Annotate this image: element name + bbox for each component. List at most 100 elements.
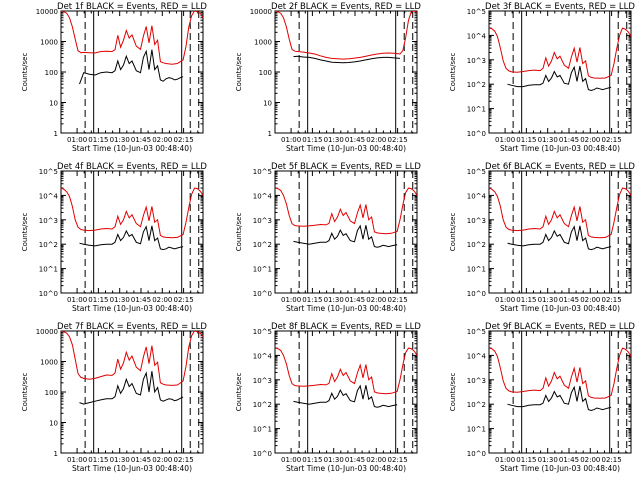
x-tick-label: 02:00 (366, 136, 386, 144)
lld-series-line (275, 347, 417, 395)
x-tick-label: 01:45 (131, 296, 151, 304)
x-tick-label: 02:15 (601, 456, 621, 464)
plot-frame (60, 170, 204, 294)
chart-title: Det 9f BLACK = Events, RED = LLD (485, 322, 635, 332)
detector-panel: Det 2f BLACK = Events, RED = LLD Counts/s… (235, 2, 421, 153)
x-tick-label: 01:45 (559, 296, 579, 304)
x-tick-label: 02:15 (601, 296, 621, 304)
y-tick-label: 10^5 (253, 168, 272, 176)
x-tick-label: 01:00 (495, 456, 515, 464)
y-tick-label: 10 (49, 420, 58, 428)
lld-series-line (275, 11, 417, 60)
x-tick-label: 01:00 (495, 136, 515, 144)
x-tick-label: 01:30 (110, 456, 130, 464)
y-tick-label: 100 (45, 69, 58, 77)
x-tick-label: 01:30 (324, 136, 344, 144)
x-tick-label: 01:30 (324, 296, 344, 304)
y-tick-label: 10^2 (467, 241, 486, 249)
y-tick-label: 1000 (40, 39, 58, 47)
x-tick-label: 02:15 (173, 296, 193, 304)
y-tick-label: 10^5 (467, 328, 486, 336)
y-tick-label: 1000 (40, 359, 58, 367)
detector-panel: Det 7f BLACK = Events, RED = LLD Counts/s… (21, 322, 207, 473)
x-tick-label: 01:00 (67, 136, 87, 144)
x-tick-label: 02:00 (580, 136, 600, 144)
x-tick-label: 02:15 (173, 136, 193, 144)
plot-frame (274, 330, 418, 454)
y-tick-label: 10^3 (467, 377, 486, 385)
x-tick-label: 02:15 (173, 456, 193, 464)
x-tick-label: 01:30 (538, 136, 558, 144)
y-tick-label: 10 (263, 100, 272, 108)
lld-series-line (61, 187, 203, 239)
y-axis-label: Counts/sec (235, 213, 243, 252)
x-axis-label: Start Time (10-Jun-03 00:48:40) (286, 464, 406, 473)
detector-panel: Det 3f BLACK = Events, RED = LLD Counts/s… (449, 2, 635, 153)
detector-panel: Det 8f BLACK = Events, RED = LLD Counts/s… (235, 322, 421, 473)
x-tick-label: 02:00 (152, 136, 172, 144)
y-axis-label: Counts/sec (235, 373, 243, 412)
x-tick-label: 02:15 (387, 456, 407, 464)
chart-title: Det 4f BLACK = Events, RED = LLD (57, 162, 207, 172)
y-tick-label: 10^0 (39, 290, 58, 298)
x-tick-label: 01:15 (88, 136, 108, 144)
chart-title: Det 3f BLACK = Events, RED = LLD (485, 2, 635, 12)
y-tick-label: 10^4 (253, 192, 273, 200)
plot-frame (274, 170, 418, 294)
y-tick-label: 10^3 (467, 57, 486, 65)
lld-series-line (61, 11, 203, 65)
x-tick-label: 01:30 (110, 136, 130, 144)
x-tick-label: 01:45 (131, 456, 151, 464)
y-axis-label: Counts/sec (21, 53, 29, 92)
y-tick-label: 10^3 (253, 217, 272, 225)
x-axis-label: Start Time (10-Jun-03 00:48:40) (72, 304, 192, 313)
x-tick-label: 01:15 (516, 136, 536, 144)
y-tick-label: 10 (49, 100, 58, 108)
y-tick-label: 10^4 (467, 352, 487, 360)
y-tick-label: 1 (54, 450, 58, 458)
y-tick-label: 1000 (254, 39, 272, 47)
y-tick-label: 10^1 (467, 106, 486, 114)
lld-series-line (61, 331, 203, 386)
x-tick-label: 01:30 (110, 296, 130, 304)
y-tick-label: 10^5 (39, 168, 58, 176)
detector-panel: Det 1f BLACK = Events, RED = LLD Counts/s… (21, 2, 207, 153)
x-tick-label: 02:15 (387, 136, 407, 144)
x-axis-label: Start Time (10-Jun-03 00:48:40) (286, 144, 406, 153)
chart-title: Det 8f BLACK = Events, RED = LLD (271, 322, 421, 332)
y-tick-label: 10^5 (467, 168, 486, 176)
events-series-line (79, 371, 184, 405)
y-axis-label: Counts/sec (449, 53, 457, 92)
x-axis-label: Start Time (10-Jun-03 00:48:40) (286, 304, 406, 313)
y-tick-label: 10^5 (253, 328, 272, 336)
chart-title: Det 6f BLACK = Events, RED = LLD (485, 162, 635, 172)
x-tick-label: 01:30 (538, 296, 558, 304)
x-tick-label: 01:15 (302, 296, 322, 304)
x-axis-label: Start Time (10-Jun-03 00:48:40) (72, 144, 192, 153)
x-tick-label: 01:45 (131, 136, 151, 144)
events-series-line (507, 225, 612, 251)
y-tick-label: 10^4 (467, 32, 487, 40)
y-tick-label: 10^1 (253, 426, 272, 434)
lld-series-line (275, 187, 417, 235)
lld-series-line (489, 27, 631, 79)
x-tick-label: 01:00 (67, 296, 87, 304)
x-tick-label: 02:00 (366, 456, 386, 464)
y-axis-label: Counts/sec (21, 213, 29, 252)
y-tick-label: 1 (54, 130, 58, 138)
y-tick-label: 10^3 (467, 217, 486, 225)
y-tick-label: 10^0 (253, 290, 272, 298)
x-axis-label: Start Time (10-Jun-03 00:48:40) (500, 464, 620, 473)
x-tick-label: 02:15 (601, 136, 621, 144)
y-tick-label: 10^0 (467, 130, 486, 138)
y-tick-label: 10^1 (467, 266, 486, 274)
y-tick-label: 10^2 (467, 401, 486, 409)
chart-title: Det 5f BLACK = Events, RED = LLD (271, 162, 421, 172)
chart-title: Det 2f BLACK = Events, RED = LLD (271, 2, 421, 12)
y-tick-label: 10^4 (253, 352, 273, 360)
y-tick-label: 10000 (250, 8, 272, 16)
y-tick-label: 10000 (36, 8, 58, 16)
x-tick-label: 01:00 (281, 136, 301, 144)
x-tick-label: 01:45 (345, 136, 365, 144)
